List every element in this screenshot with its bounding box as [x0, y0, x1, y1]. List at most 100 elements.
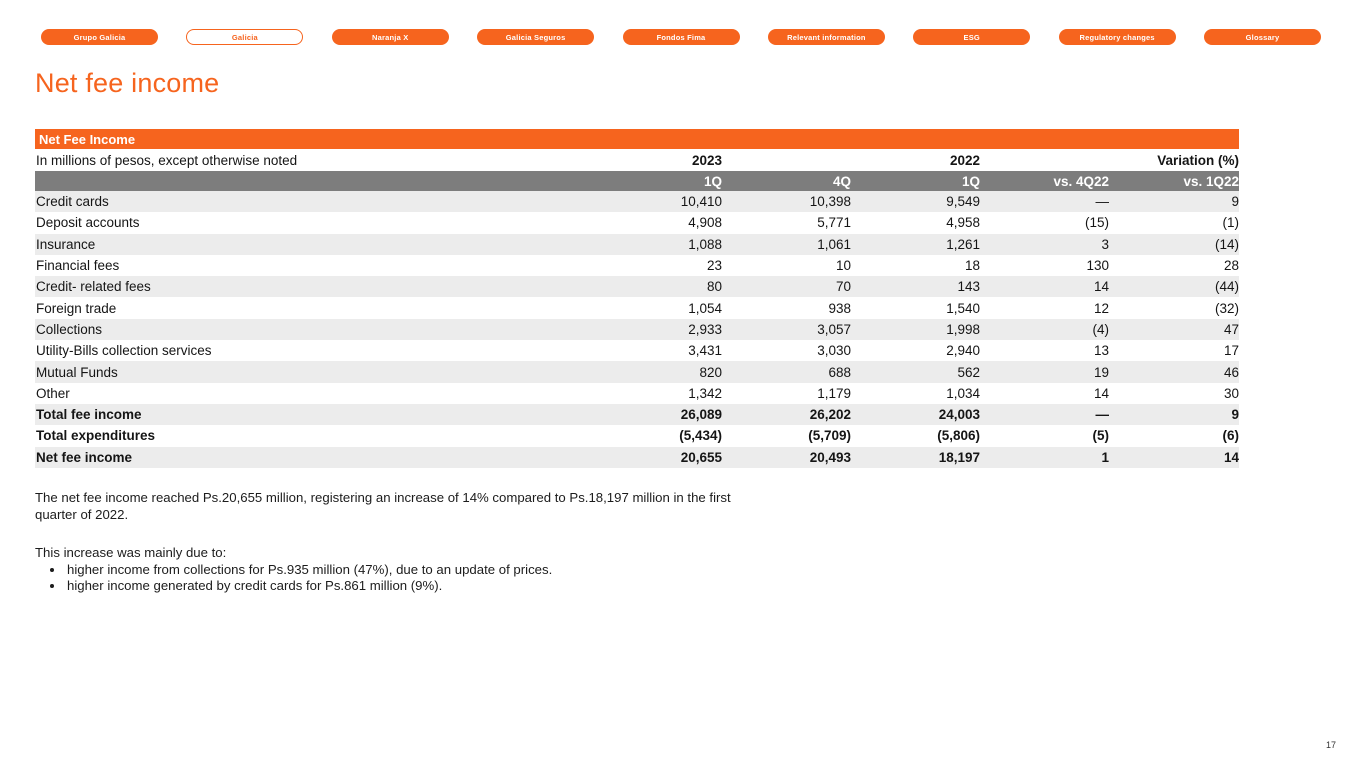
cell-value: 2,940 — [946, 343, 980, 359]
cell-value: 80 — [706, 279, 722, 295]
table-row: Credit- related fees 80 70 143 14 (44) — [35, 276, 1239, 298]
cell-value: 47 — [1223, 321, 1239, 337]
cell-value: 13 — [1093, 343, 1109, 359]
cell-value: 30 — [1223, 385, 1239, 401]
table-row: Net fee income 20,655 20,493 18,197 1 14 — [35, 446, 1239, 468]
table-subtitle: In millions of pesos, except otherwise n… — [36, 152, 298, 168]
table-row: Collections 2,933 3,057 1,998 (4) 47 — [35, 318, 1239, 341]
cell-value: 10,410 — [680, 194, 722, 210]
cell-value: 4,908 — [688, 215, 722, 231]
cell-value: (32) — [1214, 300, 1239, 316]
cell-value: 3 — [1101, 236, 1109, 252]
page-title: Net fee income — [35, 68, 220, 98]
cell-value: 14 — [1093, 279, 1109, 295]
nav-button-grupo-galicia[interactable]: Grupo Galicia — [41, 29, 158, 45]
row-label: Collections — [36, 321, 103, 337]
table-row: Financial fees 23 10 18 130 28 — [35, 255, 1239, 276]
quarter-header: vs. 4Q22 — [1053, 173, 1109, 189]
nav-button-fondos-fima[interactable]: Fondos Fima — [622, 29, 740, 45]
list-item: higher income generated by credit cards … — [65, 578, 747, 595]
quarter-header: vs. 1Q22 — [1183, 173, 1239, 189]
cell-value: 1,061 — [817, 236, 851, 252]
table-row: Total expenditures (5,434) (5,709) (5,806) (… — [35, 425, 1239, 446]
commentary-section: The net fee income reached Ps.20,655 mil… — [35, 490, 747, 595]
year-header-2022: 2022 — [949, 152, 980, 168]
quarter-header: 4Q — [832, 173, 851, 189]
reasons-intro: This increase was mainly due to: — [35, 545, 227, 560]
nav-button-glossary[interactable]: Glossary — [1204, 29, 1321, 45]
summary-paragraph: The net fee income reached Ps.20,655 mil… — [35, 490, 731, 522]
table-row: Credit cards 10,410 10,398 9,549 — 9 — [35, 191, 1239, 213]
cell-value: 562 — [957, 364, 980, 380]
increase-reasons-list: higher income from collections for Ps.93… — [35, 562, 747, 595]
cell-value: 19 — [1093, 364, 1109, 380]
cell-value: (5,709) — [808, 428, 851, 444]
cell-value: — — [1095, 407, 1110, 423]
cell-value: — — [1095, 194, 1110, 210]
row-label: Mutual Funds — [36, 364, 118, 380]
cell-value: (5) — [1092, 428, 1110, 444]
row-label: Financial fees — [36, 258, 120, 274]
cell-value: (1) — [1222, 215, 1240, 231]
cell-value: 10,398 — [809, 194, 851, 210]
cell-value: 1,054 — [688, 300, 722, 316]
cell-value: 688 — [828, 364, 851, 380]
cell-value: 1,540 — [946, 300, 980, 316]
quarter-header: 1Q — [961, 173, 980, 189]
cell-value: 26,202 — [809, 407, 851, 423]
net-fee-income-table: Net Fee Income In millions of pesos, exc… — [35, 129, 1239, 468]
cell-value: 820 — [699, 364, 722, 380]
year-header-2023: 2023 — [691, 152, 722, 168]
row-label: Net fee income — [36, 449, 133, 465]
nav-button-naranja-x[interactable]: Naranja X — [331, 29, 449, 45]
cell-value: 10 — [835, 258, 851, 274]
nav-button-galicia-seguros[interactable]: Galicia Seguros — [477, 29, 595, 45]
cell-value: 1,034 — [946, 385, 980, 401]
cell-value: 9,549 — [946, 194, 980, 210]
cell-value: (6) — [1222, 428, 1240, 444]
list-item: higher income from collections for Ps.93… — [65, 562, 747, 579]
row-label: Credit cards — [36, 194, 109, 210]
cell-value: 20,493 — [809, 449, 851, 465]
top-navigation: Grupo Galicia Galicia Naranja X Galicia Seg… — [41, 29, 1321, 45]
cell-value: 23 — [706, 258, 722, 274]
cell-value: 5,771 — [817, 215, 851, 231]
row-label: Foreign trade — [36, 300, 117, 316]
cell-value: 1,261 — [946, 236, 980, 252]
table-title-band: Net Fee Income — [35, 129, 1239, 149]
cell-value: 3,057 — [817, 321, 851, 337]
table-row: Foreign trade 1,054 938 1,540 12 (32) — [35, 297, 1239, 318]
table-row: Deposit accounts 4,908 5,771 4,958 (15) (1) — [35, 212, 1239, 233]
cell-value: 14 — [1223, 449, 1239, 465]
cell-value: 938 — [828, 300, 851, 316]
cell-value: 46 — [1223, 364, 1239, 380]
cell-value: 1,342 — [688, 385, 722, 401]
cell-value: 9 — [1231, 407, 1239, 423]
cell-value: 26,089 — [680, 407, 722, 423]
cell-value: 28 — [1223, 258, 1239, 274]
cell-value: 12 — [1093, 300, 1109, 316]
cell-value: 2,933 — [688, 321, 722, 337]
row-label: Total expenditures — [36, 428, 156, 444]
nav-button-galicia[interactable]: Galicia — [186, 29, 304, 45]
nav-button-esg[interactable]: ESG — [913, 29, 1031, 45]
cell-value: 1 — [1101, 449, 1109, 465]
cell-value: 17 — [1223, 343, 1239, 359]
variation-header: Variation (%) — [1157, 152, 1239, 168]
cell-value: 1,179 — [817, 385, 851, 401]
table-row: Total fee income 26,089 26,202 24,003 — 9 — [35, 403, 1239, 426]
cell-value: (14) — [1214, 236, 1239, 252]
cell-value: 14 — [1093, 385, 1109, 401]
table-row: Utility-Bills collection services 3,431 3,… — [35, 340, 1239, 361]
cell-value: 3,030 — [817, 343, 851, 359]
nav-button-relevant-information[interactable]: Relevant information — [767, 29, 885, 45]
cell-value: 70 — [835, 279, 851, 295]
cell-value: (4) — [1092, 321, 1110, 337]
row-label: Deposit accounts — [36, 215, 140, 231]
table-row: Mutual Funds 820 688 562 19 46 — [35, 361, 1239, 383]
quarter-header: 1Q — [703, 173, 722, 189]
cell-value: 9 — [1231, 194, 1239, 210]
row-label: Other — [36, 385, 70, 401]
cell-value: 18 — [964, 258, 980, 274]
nav-button-regulatory-changes[interactable]: Regulatory changes — [1058, 29, 1176, 45]
